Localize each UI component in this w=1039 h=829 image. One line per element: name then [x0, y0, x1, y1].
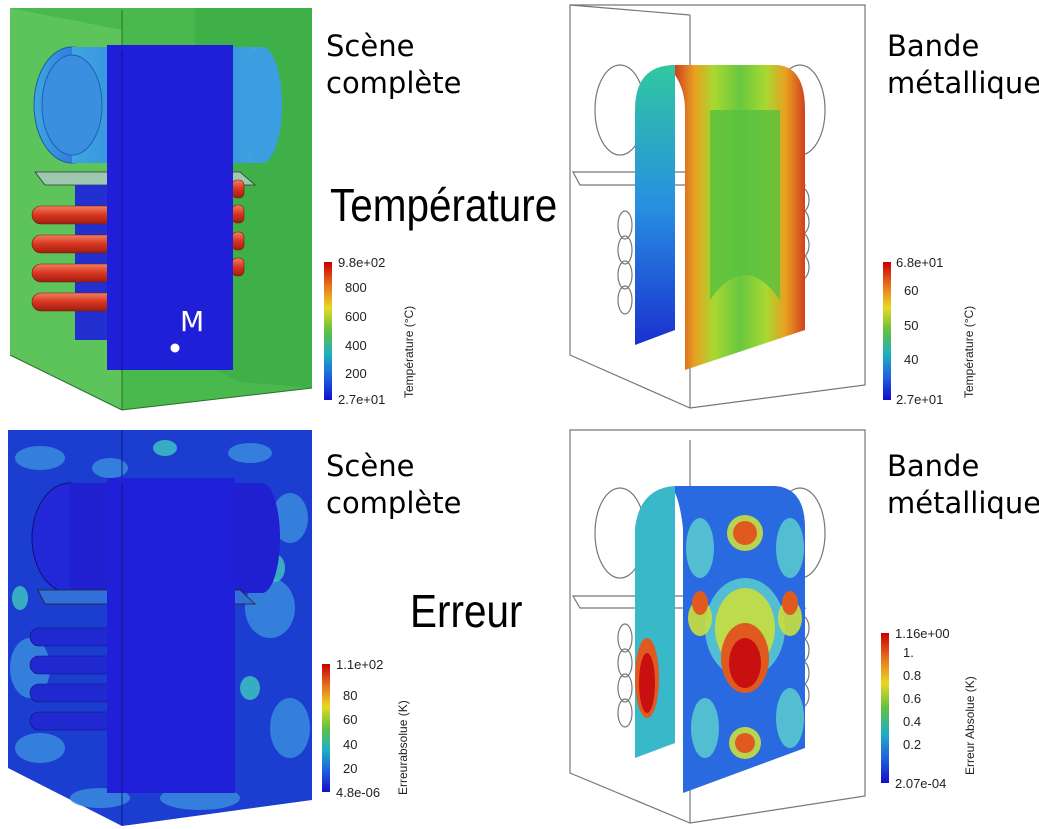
- tick-label: 4.8e-06: [336, 785, 381, 800]
- colorbar-scene-error-title: Erreurabsolue (K): [396, 700, 410, 795]
- tick-label: 6.8e+01: [896, 255, 944, 270]
- tick-label: 60: [343, 712, 358, 727]
- colorbar-band-error: [881, 633, 889, 783]
- band-error-render: [569, 429, 866, 824]
- colorbar-scene-error: [322, 664, 330, 792]
- tick-label: 1.16e+00: [895, 626, 950, 641]
- tick-label: 50: [904, 318, 919, 333]
- colorbar-scene-temperature: [324, 262, 332, 400]
- tick-label: 2.7e+01: [896, 392, 944, 407]
- tick-label: 1.: [903, 645, 914, 660]
- label-temperature: Température: [330, 179, 558, 231]
- tick-label: 2.07e-04: [895, 776, 947, 791]
- tick-label: 40: [904, 352, 919, 367]
- panel-band-temperature: [565, 0, 875, 412]
- tick-label: 600: [345, 309, 367, 324]
- tick-label: 800: [345, 280, 367, 295]
- tick-label: 0.2: [903, 737, 922, 752]
- label-scene-top: Scène complète: [326, 29, 462, 100]
- colorbar-scene-temperature-title: Température (°C): [402, 305, 416, 398]
- point-m-label: M: [180, 305, 205, 338]
- tick-label: 0.6: [903, 691, 922, 706]
- tick-label: 60: [904, 283, 919, 298]
- tick-label: 20: [343, 761, 358, 776]
- band-temperature-render: [569, 4, 866, 409]
- scene-temperature-render: [9, 8, 313, 411]
- label-band-top: Bande métallique: [887, 29, 1039, 100]
- tick-label: 400: [345, 338, 367, 353]
- tick-label: 0.8: [903, 668, 922, 683]
- tick-label: 0.4: [903, 714, 922, 729]
- panel-scene-error: [0, 428, 330, 828]
- panel-scene-temperature: M: [0, 0, 330, 412]
- colorbar-band-temperature-title: Température (°C): [962, 305, 976, 398]
- tick-label: 200: [345, 366, 367, 381]
- tick-label: 80: [343, 688, 358, 703]
- tick-label: 2.7e+01: [338, 392, 386, 407]
- label-band-bottom: Bande métallique: [887, 449, 1039, 520]
- tick-label: 40: [343, 737, 358, 752]
- tick-label: 9.8e+02: [338, 255, 386, 270]
- label-scene-bottom: Scène complète: [326, 449, 462, 520]
- point-m-marker: [170, 343, 180, 353]
- label-error: Erreur: [410, 585, 523, 637]
- colorbar-band-error-title: Erreur Absolue (K): [963, 676, 977, 775]
- colorbar-band-temperature: [883, 262, 891, 400]
- panel-band-error: [565, 428, 875, 828]
- scene-error-render: [8, 430, 312, 826]
- tick-label: 1.1e+02: [336, 657, 384, 672]
